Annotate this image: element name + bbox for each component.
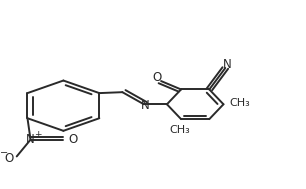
Text: O: O <box>153 71 162 84</box>
Text: N: N <box>26 133 35 146</box>
Text: N: N <box>222 58 231 71</box>
Text: +: + <box>35 130 42 139</box>
Text: CH₃: CH₃ <box>169 125 190 135</box>
Text: CH₃: CH₃ <box>229 98 250 108</box>
Text: O: O <box>4 152 14 165</box>
Text: −: − <box>0 148 9 158</box>
Text: N: N <box>141 99 150 112</box>
Text: O: O <box>68 133 78 146</box>
